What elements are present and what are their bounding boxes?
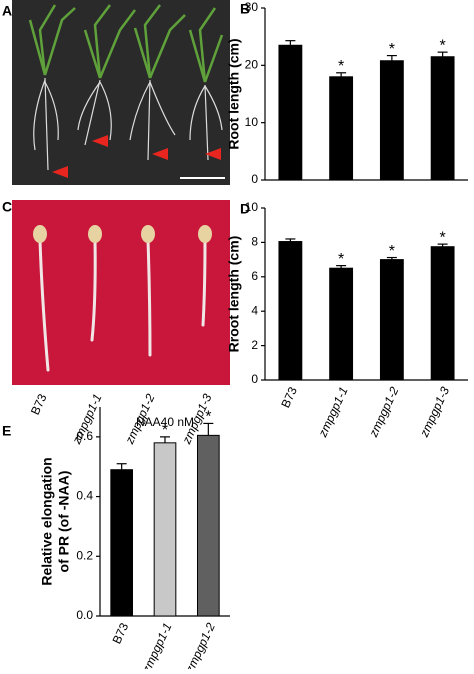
y-tick-label: 0.2	[76, 548, 93, 562]
photo-label: B73	[28, 391, 50, 417]
y-tick-label: 4	[251, 303, 258, 317]
y-tick-label: 0.4	[76, 489, 93, 503]
photo-c	[12, 200, 230, 385]
x-tick-label: zmpgp1-2	[366, 384, 402, 439]
panel-label: E	[2, 423, 11, 439]
x-tick-label: zmpgp1-1	[139, 621, 175, 669]
y-axis-label: of PR (of -NAA)	[56, 471, 72, 573]
significance-mark: *	[440, 229, 446, 246]
bar	[329, 76, 354, 181]
bar	[278, 241, 303, 381]
bar	[430, 246, 455, 381]
y-tick-label: 0.6	[76, 429, 93, 443]
significance-mark: *	[338, 251, 344, 268]
x-tick-label: B73	[278, 384, 300, 410]
y-tick-label: 0	[251, 372, 258, 386]
x-tick-label: zmpgp1-3	[417, 384, 453, 439]
bar	[379, 60, 404, 181]
y-tick-label: 0.0	[76, 608, 93, 622]
significance-mark: *	[205, 409, 211, 426]
bar	[197, 434, 220, 617]
significance-mark: *	[162, 422, 168, 439]
significance-mark: *	[389, 41, 395, 58]
x-tick-label: zmpgp1-2	[182, 620, 218, 669]
y-axis-label: Root length (cm)	[226, 38, 242, 149]
y-axis-label: Rroot length (cm)	[226, 236, 242, 353]
y-tick-label: 2	[251, 338, 258, 352]
y-tick-label: 8	[251, 235, 258, 249]
bar	[110, 469, 134, 617]
y-tick-label: 30	[245, 0, 259, 14]
bar	[430, 56, 455, 181]
bar	[278, 44, 303, 181]
x-tick-label: zmpgp1-1	[315, 385, 351, 440]
y-tick-label: 10	[245, 200, 259, 214]
significance-mark: *	[440, 37, 446, 54]
bar	[329, 267, 354, 381]
panel-label: B	[240, 1, 250, 17]
panel-label: D	[240, 201, 250, 217]
bar	[153, 442, 177, 617]
panel-label: A	[2, 3, 12, 19]
significance-mark: *	[389, 243, 395, 260]
y-tick-label: 6	[251, 269, 258, 283]
photo-a	[12, 0, 230, 185]
bar	[379, 259, 404, 381]
panel-label: C	[2, 199, 12, 215]
significance-mark: *	[338, 58, 344, 75]
y-axis-label: Relative elongation	[39, 457, 55, 585]
chart-title: NAA40 nM	[136, 415, 194, 429]
x-tick-label: B73	[110, 620, 132, 646]
y-tick-label: 0	[251, 172, 258, 186]
y-tick-label: 10	[245, 115, 259, 129]
y-tick-label: 20	[245, 58, 259, 72]
